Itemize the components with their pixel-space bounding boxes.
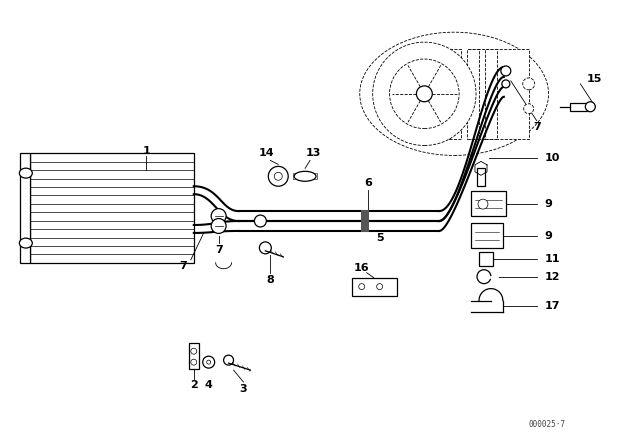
Circle shape — [524, 104, 534, 114]
Text: 5: 5 — [376, 233, 383, 243]
Circle shape — [501, 66, 511, 76]
Circle shape — [223, 355, 234, 365]
Text: 16: 16 — [354, 263, 369, 273]
Circle shape — [477, 270, 491, 284]
Bar — [485, 49, 497, 138]
Text: 17: 17 — [545, 302, 560, 311]
Bar — [293, 173, 317, 179]
Text: 3: 3 — [239, 384, 247, 394]
Bar — [570, 103, 588, 111]
Bar — [449, 49, 461, 138]
Bar — [479, 252, 493, 266]
Bar — [352, 278, 397, 296]
Text: 15: 15 — [586, 74, 602, 84]
Ellipse shape — [294, 171, 316, 181]
Bar — [477, 168, 485, 186]
Circle shape — [417, 86, 432, 102]
Circle shape — [377, 284, 383, 289]
Circle shape — [255, 215, 266, 227]
Circle shape — [586, 102, 595, 112]
Text: 6: 6 — [364, 178, 372, 188]
Ellipse shape — [19, 168, 32, 178]
Circle shape — [390, 59, 459, 129]
Circle shape — [211, 209, 226, 224]
Bar — [471, 191, 506, 216]
Circle shape — [359, 284, 365, 289]
Ellipse shape — [360, 32, 548, 155]
Text: 10: 10 — [545, 153, 560, 164]
Bar — [361, 220, 369, 233]
Circle shape — [523, 78, 534, 90]
Circle shape — [203, 356, 214, 368]
Text: 7: 7 — [179, 261, 187, 271]
Circle shape — [259, 242, 271, 254]
Circle shape — [191, 359, 196, 365]
Text: 7: 7 — [215, 245, 223, 255]
Text: 000025·7: 000025·7 — [529, 420, 566, 429]
Text: 7: 7 — [532, 121, 541, 132]
Text: 12: 12 — [545, 271, 560, 282]
Bar — [471, 223, 503, 248]
Text: 4: 4 — [205, 380, 212, 390]
Bar — [20, 154, 30, 263]
Bar — [361, 210, 369, 223]
Circle shape — [478, 199, 488, 209]
Text: 14: 14 — [259, 148, 274, 159]
Ellipse shape — [19, 238, 32, 248]
Circle shape — [191, 348, 196, 354]
Text: 11: 11 — [545, 254, 560, 264]
Bar — [467, 49, 479, 138]
Bar — [189, 343, 199, 369]
Text: 9: 9 — [545, 231, 552, 241]
Text: 13: 13 — [305, 148, 321, 159]
Text: 8: 8 — [266, 275, 274, 284]
Bar — [469, 49, 529, 138]
Bar — [30, 154, 194, 263]
Text: 9: 9 — [545, 199, 552, 209]
Circle shape — [275, 172, 282, 180]
Circle shape — [207, 360, 211, 364]
Circle shape — [211, 219, 226, 233]
Circle shape — [502, 80, 510, 88]
Circle shape — [372, 42, 476, 146]
Text: 2: 2 — [190, 380, 198, 390]
Text: 1: 1 — [142, 146, 150, 156]
Circle shape — [268, 166, 288, 186]
